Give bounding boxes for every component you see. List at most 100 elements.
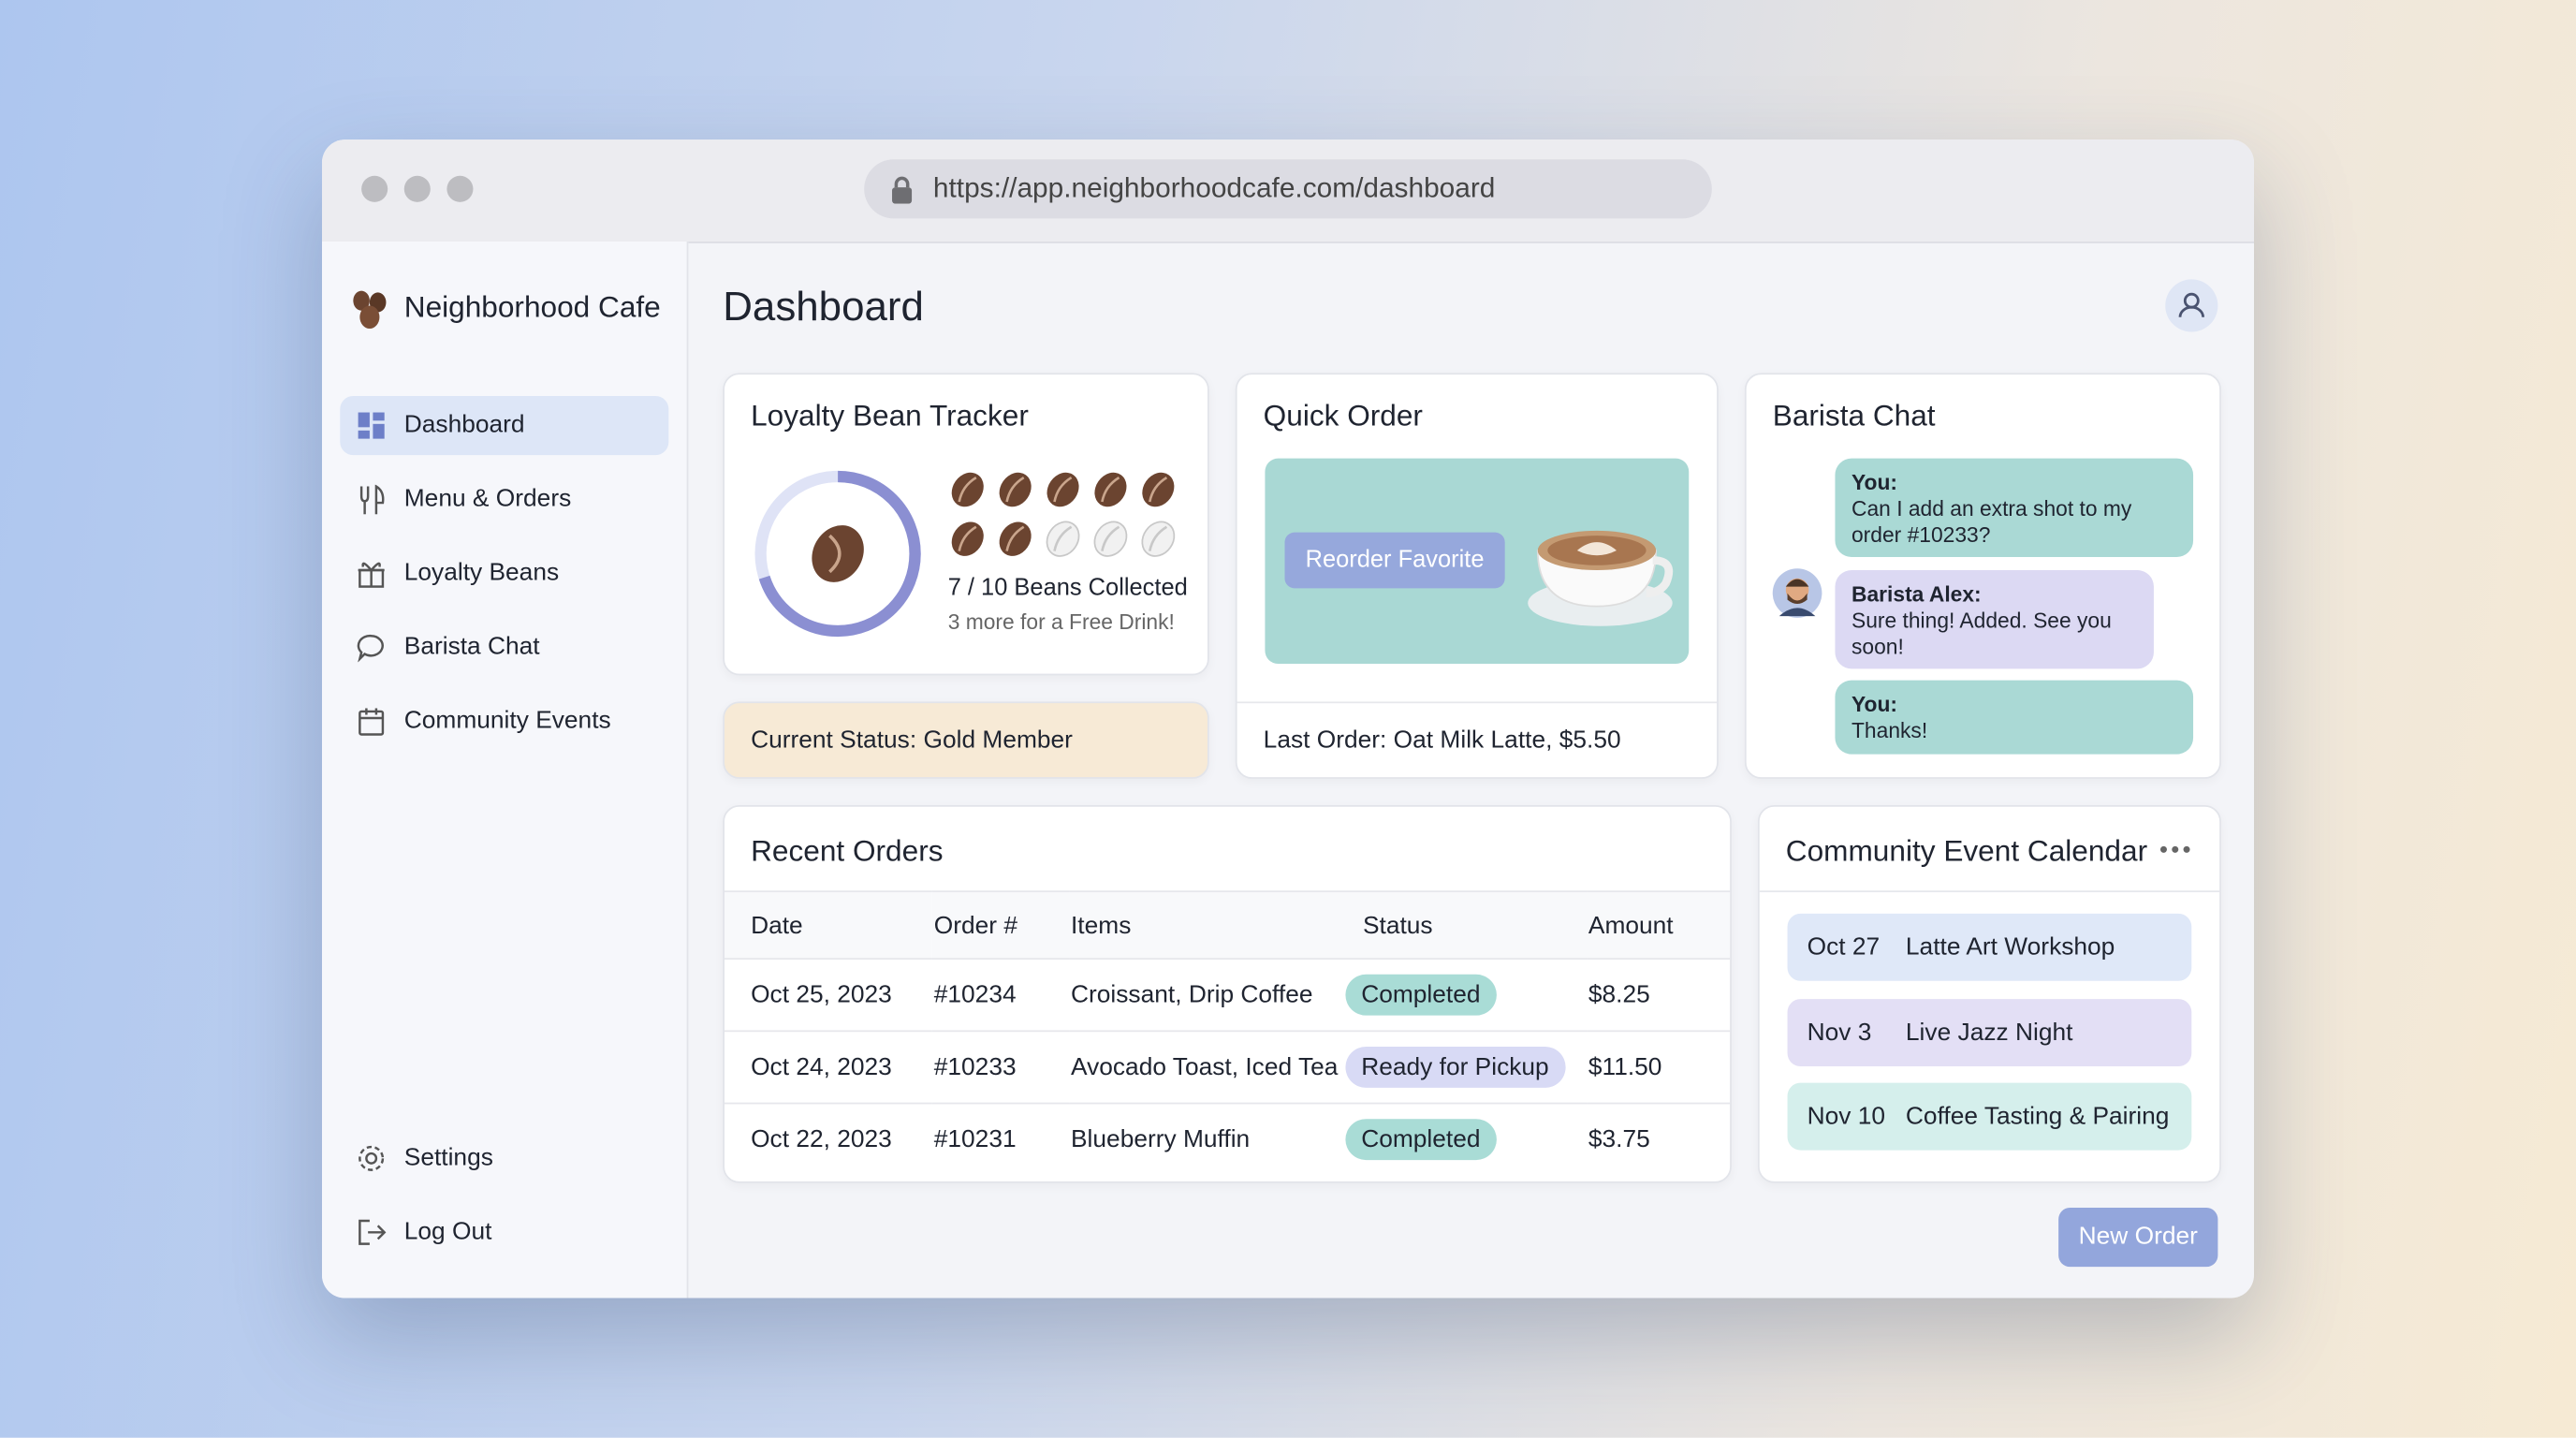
status-pill: Ready for Pickup: [1344, 1046, 1566, 1088]
reorder-button[interactable]: Reorder Favorite: [1284, 532, 1505, 589]
zoom-button[interactable]: [446, 175, 474, 202]
status-label: Current Status:: [751, 726, 917, 755]
nav-label: Log Out: [403, 1217, 492, 1246]
chat-bubble: You: Can I add an extra shot to my order …: [1835, 458, 2194, 557]
profile-button[interactable]: [2165, 279, 2218, 332]
card-title: Quick Order: [1263, 399, 1423, 433]
event-item[interactable]: Nov 3 Live Jazz Night: [1787, 998, 2192, 1066]
loyalty-ring: [754, 470, 921, 638]
bean-body: [1046, 521, 1080, 557]
nav-item[interactable]: Dashboard: [340, 395, 669, 456]
bean-grid: [951, 472, 1176, 557]
nav-label: Barista Chat: [403, 632, 540, 661]
card-title: Community Event Calendar: [1785, 834, 2148, 868]
bean-body: [1094, 472, 1127, 507]
nav-item[interactable]: Menu & Orders: [340, 470, 668, 529]
table-cell: Oct 25, 2023: [724, 958, 932, 1032]
table-cell: Completed: [1344, 958, 1571, 1032]
chat-text: Thanks!: [1851, 717, 1928, 743]
table-cell: Blueberry Muffin: [1069, 1102, 1362, 1175]
column-header: Items: [1069, 890, 1362, 960]
nav-item[interactable]: Loyalty Beans: [340, 544, 668, 603]
bean-body: [999, 472, 1032, 507]
bean-crease: [1005, 476, 1025, 503]
status-card: Current Status: Gold Member: [723, 701, 1209, 779]
chat-sender: You:: [1851, 691, 1898, 717]
bean-filled: [951, 472, 984, 507]
bean-body: [1142, 472, 1175, 507]
bean-body: [1141, 521, 1176, 557]
address-bar[interactable]: https://app.neighborhoodcafe.com/dashboa…: [864, 159, 1712, 219]
bean-crease: [1101, 525, 1120, 551]
chat-bubble: You: Thanks!: [1835, 680, 2194, 755]
browser-window: https://app.neighborhoodcafe.com/dashboa…: [321, 139, 2254, 1299]
bean-crease: [1148, 476, 1168, 503]
bean-empty: [1141, 521, 1176, 557]
order-row: Oct 25, 2023 #10234 Croissant, Drip Coffee…: [724, 958, 1731, 1032]
beans-subtext: 3 more for a Free Drink!: [947, 609, 1175, 635]
nav-item[interactable]: Barista Chat: [340, 618, 668, 677]
nav-item[interactable]: Log Out: [340, 1203, 668, 1262]
status-pill: Completed: [1344, 1119, 1498, 1161]
order-row: Oct 22, 2023 #10231 Blueberry Muffin Comple…: [724, 1102, 1731, 1175]
event-date: Nov 3: [1807, 1018, 1872, 1047]
chat-text: Sure thing! Added. See you soon!: [1851, 608, 2112, 659]
nav-label: Settings: [403, 1143, 493, 1172]
column-header: Amount: [1587, 890, 1731, 960]
event-date: Nov 10: [1807, 1102, 1886, 1131]
table-cell: Avocado Toast, Iced Tea: [1069, 1030, 1362, 1104]
close-button[interactable]: [361, 175, 388, 202]
bean-crease: [958, 476, 977, 503]
event-date: Oct 27: [1807, 932, 1881, 961]
column-header: Status: [1361, 890, 1588, 960]
nav-item[interactable]: Community Events: [340, 692, 668, 751]
new-order-button[interactable]: New Order: [2058, 1207, 2218, 1268]
bean-crease: [1005, 525, 1025, 551]
card-title: Recent Orders: [751, 834, 944, 868]
brand-logo: [353, 290, 387, 330]
bean-filled: [951, 521, 984, 556]
order-row: Oct 24, 2023 #10233 Avocado Toast, Iced Te…: [724, 1030, 1731, 1104]
bean-filled: [1094, 472, 1127, 507]
url-text: https://app.neighborhoodcafe.com/dashboa…: [932, 172, 1496, 204]
bean-filled: [999, 472, 1032, 507]
nav-label: Community Events: [403, 706, 611, 735]
event-item[interactable]: Nov 10 Coffee Tasting & Pairing: [1787, 1082, 2192, 1151]
orders-card: Recent Orders Date Order # Items Status Amou…: [723, 804, 1732, 1183]
table-cell: Completed: [1344, 1102, 1571, 1175]
bean-crease: [1053, 476, 1073, 503]
chat-text: Can I add an extra shot to my order #102…: [1851, 496, 2132, 548]
sidebar: Neighborhood Cafe Dashboard Menu & Orders…: [321, 241, 689, 1299]
bean-empty: [1046, 521, 1080, 557]
title-bar: https://app.neighborhoodcafe.com/dashboa…: [321, 139, 2254, 243]
bean-body: [1046, 472, 1079, 507]
coffee-cup-image: [1528, 530, 1674, 626]
card-title: Barista Chat: [1772, 399, 1936, 433]
bean-body: [999, 521, 1032, 556]
table-cell: #10233: [931, 1030, 1070, 1104]
column-header: Date: [724, 890, 932, 960]
nav-item[interactable]: Settings: [340, 1129, 668, 1188]
bean-empty: [1093, 521, 1128, 557]
event-name: Latte Art Workshop: [1905, 932, 2115, 961]
status-value: Gold Member: [923, 726, 1073, 755]
table-cell: #10231: [931, 1102, 1070, 1175]
chat-sender: Barista Alex:: [1851, 581, 1982, 607]
last-order-label: Last Order:: [1263, 726, 1387, 755]
event-name: Live Jazz Night: [1905, 1018, 2073, 1047]
more-button[interactable]: [2159, 843, 2191, 856]
minimize-button[interactable]: [403, 175, 431, 202]
chat-sender: You:: [1851, 469, 1898, 495]
bean-filled: [1142, 472, 1175, 507]
barista-avatar: [1772, 568, 1822, 618]
event-item[interactable]: Oct 27 Latte Art Workshop: [1787, 913, 2192, 981]
reorder-panel: Reorder Favorite: [1265, 458, 1690, 665]
table-cell: Oct 24, 2023: [724, 1030, 932, 1104]
table-cell: #10234: [931, 958, 1070, 1032]
bean-crease: [958, 525, 977, 551]
bean-body: [951, 521, 984, 556]
last-order-value: Oat Milk Latte, $5.50: [1393, 726, 1621, 755]
table-cell: $3.75: [1587, 1102, 1731, 1175]
table-cell: Oct 22, 2023: [724, 1102, 932, 1175]
